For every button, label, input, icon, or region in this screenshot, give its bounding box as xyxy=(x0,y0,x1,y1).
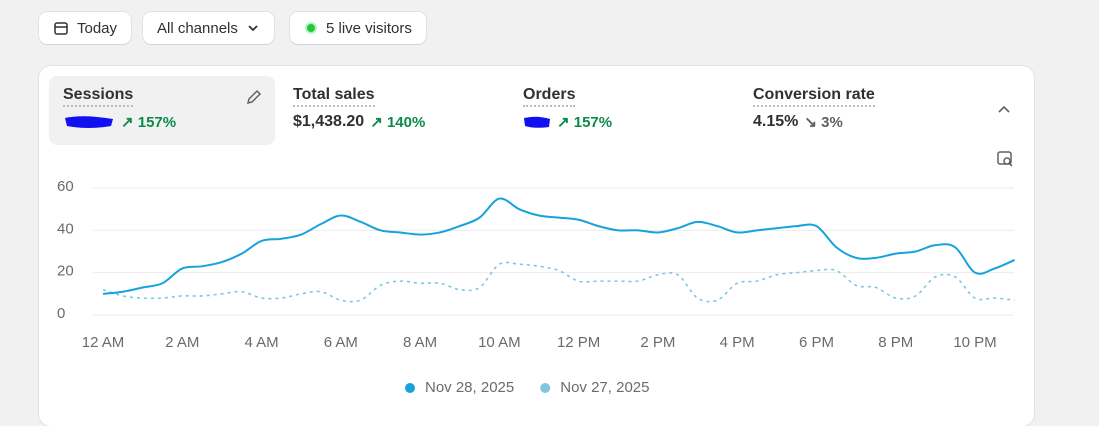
change-value: 3% xyxy=(821,114,843,131)
x-tick-label: 12 PM xyxy=(557,334,600,351)
analytics-card: Sessions ↗ 157% Total sales $1,438.20 ↗ 1… xyxy=(39,66,1034,426)
metric-tile[interactable]: Total sales $1,438.20 ↗ 140% xyxy=(279,76,505,145)
calendar-icon xyxy=(54,22,68,35)
legend-label: Nov 27, 2025 xyxy=(560,379,649,396)
change-value: 157% xyxy=(573,114,613,131)
metric-change: ↗ 157% xyxy=(557,114,613,131)
page: Today All channels 5 live visitors Sessi… xyxy=(39,12,1034,426)
metric-label: Orders xyxy=(523,86,576,107)
y-tick-label: 60 xyxy=(57,178,74,195)
x-tick-label: 10 PM xyxy=(953,334,996,351)
metric-tile[interactable]: Orders ↗ 157% xyxy=(509,76,735,145)
live-dot xyxy=(305,22,317,34)
date-button[interactable]: Today xyxy=(39,12,132,44)
live-label: 5 live visitors xyxy=(326,19,412,37)
x-tick-label: 8 PM xyxy=(878,334,913,351)
metric-tile[interactable]: Sessions ↗ 157% xyxy=(49,76,275,145)
metric-change: ↗ 140% xyxy=(370,114,426,131)
x-tick-label: 6 AM xyxy=(324,334,358,351)
x-tick-label: 6 PM xyxy=(799,334,834,351)
explore-icon[interactable] xyxy=(996,150,1014,168)
metric-label: Sessions xyxy=(63,86,134,107)
x-tick-label: 4 AM xyxy=(244,334,278,351)
channels-label: All channels xyxy=(157,19,238,37)
legend-swatch xyxy=(405,383,415,393)
redaction xyxy=(524,116,550,128)
x-tick-label: 4 PM xyxy=(720,334,755,351)
y-tick-label: 40 xyxy=(57,220,74,237)
chevron-icon xyxy=(248,25,258,32)
chart: 0 20 40 60 12 AM 2 AM 4 AM 6 AM 8 AM 10 AM 12 PM 2 … xyxy=(57,178,1016,396)
change-value: 157% xyxy=(137,114,177,131)
date-label: Today xyxy=(77,19,118,37)
redaction xyxy=(65,116,113,128)
series-line xyxy=(102,197,1016,295)
y-tick-label: 20 xyxy=(57,263,74,280)
live-button[interactable]: 5 live visitors xyxy=(290,12,426,44)
metric-tile[interactable]: Conversion rate 4.15% ↘ 3% xyxy=(739,76,965,145)
collapse-icon[interactable] xyxy=(996,102,1012,118)
x-tick-label: 12 AM xyxy=(82,334,125,351)
metric-change: ↘ 3% xyxy=(804,114,843,131)
metric-value: 4.15% xyxy=(753,113,799,130)
x-tick-label: 2 PM xyxy=(640,334,675,351)
channels-button[interactable]: All channels xyxy=(143,12,274,44)
metric-label: Total sales xyxy=(293,86,375,107)
edit-icon[interactable] xyxy=(245,88,263,106)
x-tick-label: 2 AM xyxy=(165,334,199,351)
metric-value: $1,438.20 xyxy=(293,113,365,130)
legend-label: Nov 28, 2025 xyxy=(425,379,514,396)
metric-label: Conversion rate xyxy=(753,86,875,107)
metric-change: ↗ 157% xyxy=(121,114,177,131)
series-line xyxy=(102,261,1015,303)
legend-swatch xyxy=(540,383,551,393)
change-value: 140% xyxy=(386,114,426,131)
x-tick-label: 8 AM xyxy=(403,334,437,351)
y-tick-label: 0 xyxy=(57,305,65,322)
x-tick-label: 10 AM xyxy=(478,334,521,351)
